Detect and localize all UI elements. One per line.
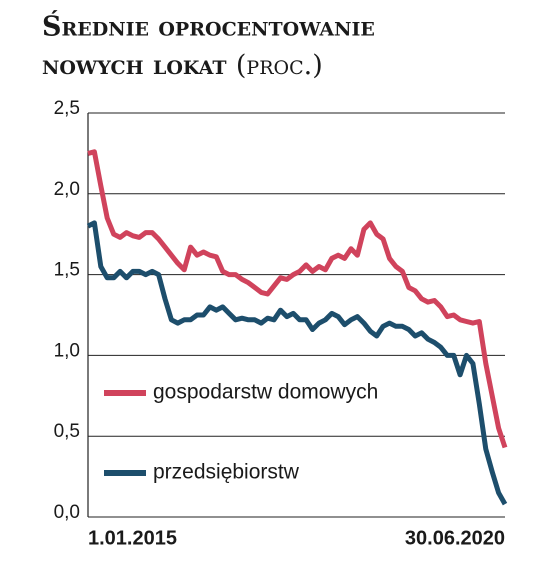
y-tick-label: 2,0 — [54, 179, 80, 200]
x-tick-label: 30.06.2020 — [405, 527, 505, 549]
y-tick-label: 0,0 — [54, 502, 80, 523]
chart-title: nowych lokat — [42, 50, 226, 81]
data-line — [86, 220, 508, 506]
y-tick-label: 2,5 — [54, 98, 80, 119]
x-tick-label: 1.01.2015 — [88, 527, 177, 549]
chart-title: Średnie oprocentowanie — [42, 9, 375, 43]
legend-label: gospodarstw domowych — [153, 381, 378, 404]
y-tick-label: 1,5 — [54, 260, 80, 281]
chart-title-line: nowych lokat (proc.) — [42, 50, 323, 81]
y-tick-label: 0,5 — [54, 421, 80, 442]
y-tick-label: 1,0 — [54, 340, 80, 361]
legend-label: przedsiębiorstw — [153, 461, 300, 484]
chart-subtitle: (proc.) — [236, 50, 323, 81]
data-line — [87, 149, 508, 449]
